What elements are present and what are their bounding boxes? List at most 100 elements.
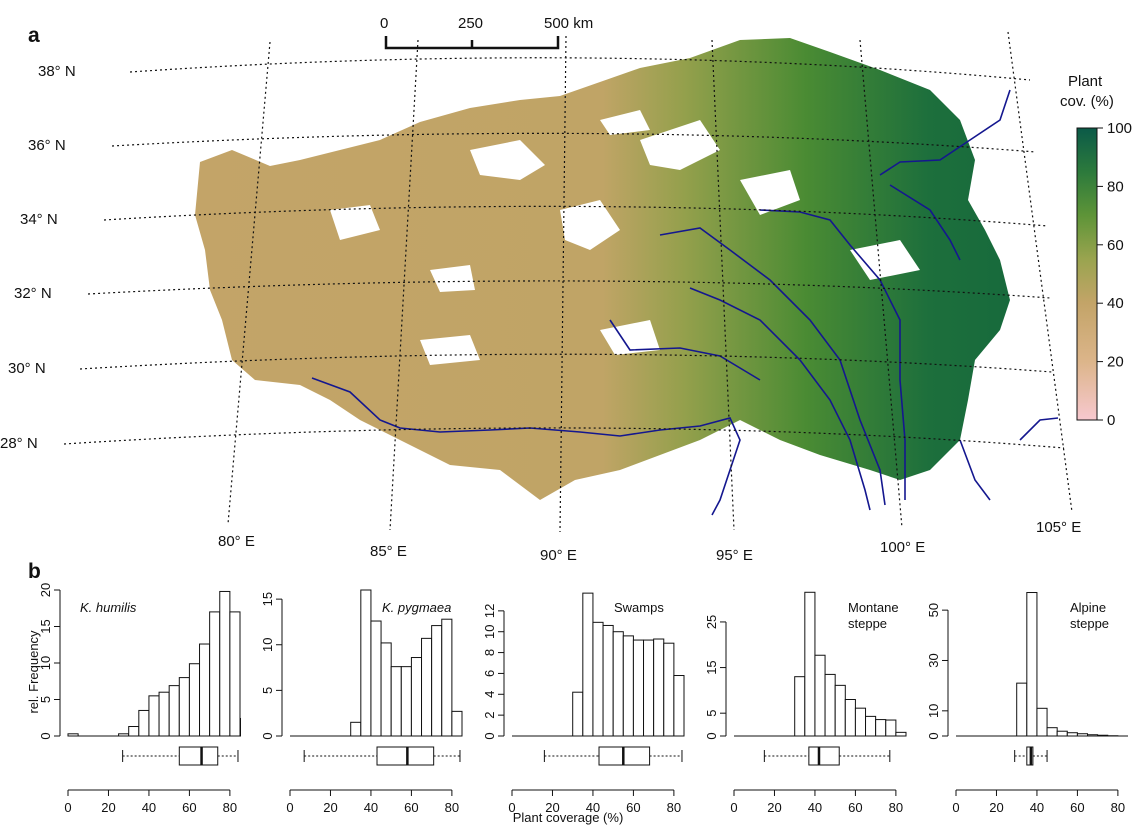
lat-label: 30° N — [8, 360, 46, 377]
histogram-bar — [1087, 734, 1099, 737]
x-tick-label: 0 — [508, 800, 515, 815]
lat-30 — [79, 353, 1053, 373]
histogram-bar — [834, 684, 846, 737]
histogram-bar — [592, 621, 604, 737]
river-yellow-2 — [889, 184, 961, 261]
histogram-bar — [804, 591, 816, 737]
legend-title-line2: cov. (%) — [1060, 93, 1114, 110]
y-tick-label: 10 — [260, 638, 275, 652]
x-tick-label: 40 — [586, 800, 600, 815]
lat-label: 28° N — [0, 435, 38, 452]
y-tick-label: 5 — [260, 687, 275, 694]
y-tick-label: 12 — [482, 604, 497, 618]
lon-85 — [389, 39, 419, 531]
scale-tick-250: 250 — [458, 15, 483, 32]
histogram-bar — [653, 638, 665, 737]
lon-80 — [227, 41, 271, 525]
y-tick-label: 4 — [482, 691, 497, 698]
panel-b-ylabel: rel. Frequency — [26, 630, 41, 714]
scale-tick-500: 500 km — [544, 15, 593, 32]
y-tick-label: 25 — [704, 615, 719, 629]
y-tick-label: 0 — [482, 732, 497, 739]
lat-38 — [129, 57, 1031, 81]
histogram-bar — [602, 624, 614, 737]
x-tick-label: 20 — [989, 800, 1003, 815]
histogram-bar — [229, 611, 241, 737]
plateau-map — [195, 38, 1059, 516]
histogram-panel: 0 5 10 15 20 K. humilis 0 20 40 60 80 — [38, 583, 241, 815]
x-tick-label: 0 — [730, 800, 737, 815]
series-label: K. humilis — [80, 600, 137, 615]
histogram-bar — [663, 642, 675, 737]
legend-tick-label: 60 — [1107, 237, 1124, 254]
lon-labels: 80° E 85° E 90° E 95° E 100° E 105° E — [218, 519, 1081, 564]
histogram-bar — [431, 625, 443, 737]
lat-label: 32° N — [14, 285, 52, 302]
map-gaps — [280, 110, 920, 365]
x-tick-label: 40 — [364, 800, 378, 815]
lon-label: 80° E — [218, 533, 255, 550]
histogram-bar — [148, 695, 160, 737]
y-tick-label: 0 — [704, 732, 719, 739]
histogram-bar — [1016, 682, 1028, 737]
histogram-bar — [410, 657, 423, 737]
histogram-bar — [209, 611, 221, 737]
histogram-bar — [451, 710, 463, 737]
histogram-bar — [67, 733, 79, 737]
y-tick-label: 50 — [926, 603, 941, 617]
rivers — [311, 89, 1059, 516]
x-tick-label: 0 — [952, 800, 959, 815]
y-tick-label: 10 — [926, 704, 941, 718]
panel-a-letter: a — [28, 24, 40, 47]
y-tick-label: 8 — [482, 649, 497, 656]
histogram-bar — [885, 719, 897, 737]
series-label: steppe — [1070, 616, 1109, 631]
x-tick-label: 80 — [889, 800, 903, 815]
x-tick-label: 0 — [64, 800, 71, 815]
series-label: Swamps — [614, 600, 664, 615]
y-tick-label: 0 — [38, 732, 53, 739]
histogram-bar — [199, 643, 211, 737]
histogram-panel: 0 5 10 15 K. pygmaea 0 20 40 60 80 — [260, 589, 463, 815]
y-tick-label: 15 — [260, 592, 275, 606]
x-tick-label: 80 — [1111, 800, 1125, 815]
histogram-bar — [400, 666, 412, 737]
y-tick-label: 5 — [38, 696, 53, 703]
y-tick-label: 10 — [38, 656, 53, 670]
histogram-bar — [895, 731, 907, 737]
x-tick-label: 40 — [142, 800, 156, 815]
x-tick-label: 40 — [1030, 800, 1044, 815]
lon-105 — [1007, 31, 1073, 513]
histogram-bar — [814, 654, 826, 737]
legend: Plant cov. (%) 0 20 40 60 80 100 — [1060, 73, 1132, 429]
histogram-bar — [854, 707, 867, 737]
histogram-bar — [158, 691, 170, 737]
lon-label: 90° E — [540, 547, 577, 564]
histogram-bar — [865, 715, 877, 737]
histogram-bar — [219, 590, 231, 737]
histogram-bar — [612, 631, 624, 737]
lat-36 — [111, 132, 1037, 153]
histogram-bar — [673, 675, 685, 737]
lat-labels: 38° N 36° N 34° N 32° N 30° N 28° N — [0, 63, 76, 452]
histogram-bar — [370, 620, 382, 737]
river-east — [959, 417, 1059, 501]
y-tick-label: 5 — [704, 710, 719, 717]
legend-tick-label: 20 — [1107, 354, 1124, 371]
y-tick-label: 15 — [38, 619, 53, 633]
histogram-bar — [360, 589, 372, 737]
y-tick-label: 0 — [260, 732, 275, 739]
histogram-bar — [1046, 727, 1058, 737]
river-yarlung — [311, 377, 741, 516]
histogram-bar — [1066, 732, 1078, 737]
histogram-bar — [824, 673, 836, 737]
y-tick-label: 15 — [704, 660, 719, 674]
x-tick-label: 20 — [767, 800, 781, 815]
box-iqr — [376, 746, 435, 766]
scale-bar: 0 250 500 km — [380, 15, 593, 50]
river-yangtze — [759, 209, 906, 500]
histogram-bar — [1097, 734, 1109, 737]
legend-tick-label: 80 — [1107, 178, 1124, 195]
panel-b-xlabel: Plant coverage (%) — [513, 810, 624, 825]
